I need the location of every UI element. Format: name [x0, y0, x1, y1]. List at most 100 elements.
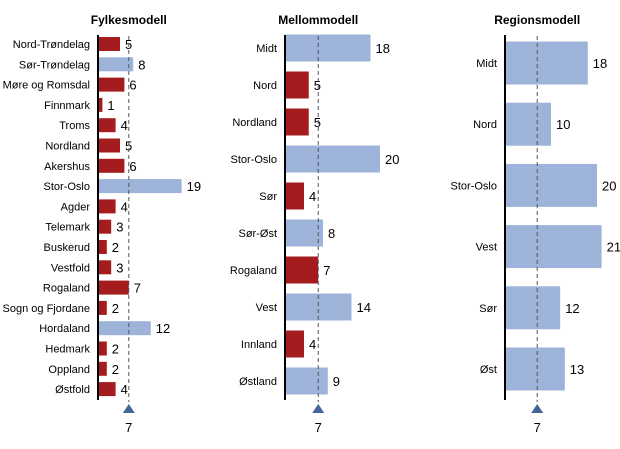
data-label: 5 [314, 78, 321, 93]
category-label: Troms [59, 120, 90, 132]
data-label: 4 [309, 189, 316, 204]
reference-label: 7 [125, 420, 132, 435]
category-label: Rogaland [43, 283, 90, 295]
category-label: Vestfold [51, 262, 90, 274]
category-label: Innland [241, 339, 277, 351]
category-label: Nordland [232, 117, 277, 129]
data-label: 5 [314, 115, 321, 130]
category-label: Sogn og Fjordane [3, 303, 90, 315]
data-label: 14 [357, 300, 371, 315]
bar [98, 300, 107, 315]
bar [98, 97, 103, 112]
data-label: 20 [385, 152, 399, 167]
data-label: 20 [602, 178, 616, 193]
bar [285, 182, 304, 210]
data-label: 4 [121, 382, 128, 397]
data-label: 4 [121, 118, 128, 133]
data-label: 4 [309, 337, 316, 352]
data-label: 2 [112, 301, 119, 316]
bar [285, 108, 309, 136]
data-label: 7 [323, 263, 330, 278]
category-label: Midt [476, 58, 497, 70]
data-label: 8 [138, 57, 145, 72]
category-label: Hordaland [39, 323, 90, 335]
category-label: Agder [61, 201, 91, 213]
bar [98, 37, 120, 51]
bar [505, 286, 561, 330]
data-label: 2 [112, 240, 119, 255]
bar [98, 280, 129, 295]
bar [285, 71, 309, 99]
bar [285, 219, 323, 247]
category-label: Nordland [45, 141, 90, 153]
data-label: 9 [333, 374, 340, 389]
category-label: Akershus [44, 161, 90, 173]
data-label: 21 [607, 240, 620, 255]
bar [98, 118, 116, 133]
bar [98, 77, 125, 92]
data-label: 6 [129, 78, 136, 93]
data-label: 6 [129, 159, 136, 174]
bar [98, 219, 112, 234]
category-label: Hedmark [45, 344, 90, 356]
bar [505, 41, 588, 85]
data-label: 2 [112, 362, 119, 377]
bar [98, 341, 107, 356]
data-label: 18 [593, 56, 607, 71]
bar [98, 382, 116, 397]
data-label: 19 [187, 179, 201, 194]
reference-marker-icon [122, 404, 135, 413]
category-label: Sør-Øst [239, 228, 278, 240]
bar [505, 102, 551, 146]
reference-label: 7 [534, 420, 541, 435]
reference-marker-icon [312, 404, 325, 413]
bar [98, 361, 107, 376]
bar [285, 34, 371, 62]
category-label: Møre og Romsdal [3, 80, 90, 92]
category-label: Nord-Trøndelag [13, 39, 90, 51]
category-label: Vest [476, 242, 497, 254]
bar [98, 158, 125, 173]
category-label: Stor-Oslo [44, 181, 90, 193]
category-label: Rogaland [230, 265, 277, 277]
chart-title: Fylkesmodell [91, 13, 167, 27]
category-label: Vest [256, 302, 277, 314]
data-label: 1 [107, 98, 114, 113]
reference-label: 7 [315, 420, 322, 435]
chart-title: Mellommodell [278, 13, 358, 27]
data-label: 12 [156, 321, 170, 336]
bar [98, 138, 120, 153]
category-label: Østland [239, 376, 277, 388]
category-label: Sør [259, 191, 277, 203]
bar [285, 145, 380, 173]
bar [98, 260, 112, 275]
bar [98, 199, 116, 214]
data-label: 7 [134, 281, 141, 296]
data-label: 10 [556, 117, 570, 132]
category-label: Nord [253, 80, 277, 92]
data-label: 13 [570, 362, 584, 377]
category-label: Oppland [48, 364, 90, 376]
data-label: 3 [116, 220, 123, 235]
bar [98, 240, 107, 254]
bar [285, 256, 319, 284]
category-label: Finnmark [44, 100, 90, 112]
bar [98, 57, 134, 72]
category-label: Sør-Trøndelag [19, 59, 90, 71]
bar [285, 330, 304, 358]
category-label: Telemark [45, 222, 90, 234]
data-label: 5 [125, 139, 132, 154]
category-label: Midt [256, 43, 277, 55]
data-label: 18 [376, 41, 390, 56]
data-label: 12 [565, 301, 579, 316]
data-label: 4 [121, 199, 128, 214]
data-label: 8 [328, 226, 335, 241]
chart-title: Regionsmodell [494, 13, 580, 27]
bar [285, 367, 328, 395]
category-label: Nord [473, 119, 497, 131]
data-label: 3 [116, 260, 123, 275]
category-label: Sør [479, 303, 497, 315]
category-label: Øst [480, 364, 497, 376]
category-label: Stor-Oslo [451, 180, 497, 192]
